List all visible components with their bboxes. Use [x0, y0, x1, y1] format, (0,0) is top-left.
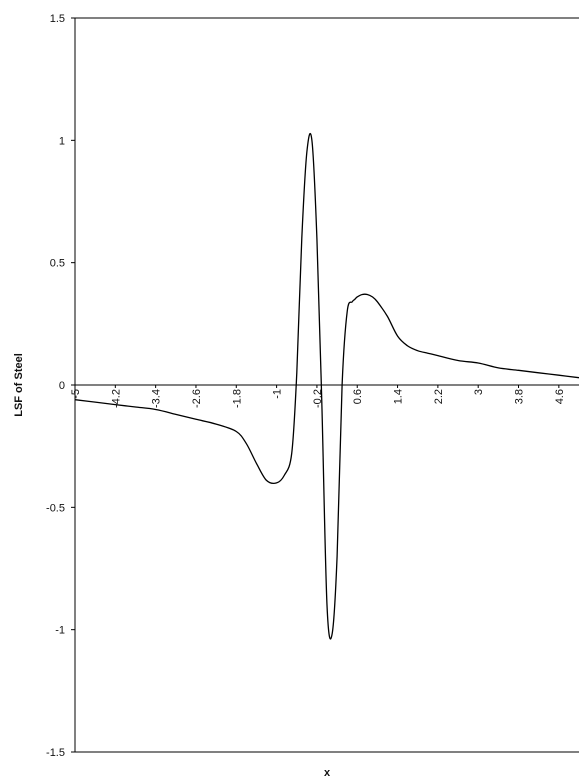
y-axis-ticks: 1.5 1 0.5 0 -0.5 -1 -1.5: [46, 13, 75, 759]
x-tick-label: 3: [473, 389, 485, 395]
x-tick-label: -5: [70, 389, 82, 399]
y-axis-title: LSF of Steel: [13, 353, 25, 417]
x-tick-label: -1: [272, 389, 284, 399]
x-tick-label: -1.8: [231, 389, 243, 408]
x-tick-label: 0.6: [352, 389, 364, 404]
x-tick-label: -3.4: [151, 389, 163, 408]
x-tick-label: -4.2: [110, 389, 122, 408]
x-tick-label: -2.6: [191, 389, 203, 408]
y-tick-label: 1: [59, 135, 65, 147]
x-axis-ticks: -5 -4.2 -3.4 -2.6 -1.8 -1 -0.2 0.6 1.4 2.2 3 3.8 4.6: [70, 385, 566, 408]
plot-area: [74, 17, 579, 753]
series-line: [74, 133, 579, 640]
y-tick-label: -0.5: [46, 502, 65, 514]
y-tick-label: -1: [55, 625, 65, 637]
x-tick-label: 3.8: [514, 389, 526, 404]
x-tick-label: 2.2: [433, 389, 445, 404]
y-tick-label: 0.5: [50, 258, 65, 270]
y-tick-label: -1.5: [46, 747, 65, 759]
y-tick-label: 1.5: [50, 13, 65, 25]
x-axis-title: x: [324, 767, 331, 779]
y-tick-label: 0: [59, 380, 65, 392]
x-tick-label: 1.4: [393, 389, 405, 404]
x-tick-label: 4.6: [554, 389, 566, 404]
